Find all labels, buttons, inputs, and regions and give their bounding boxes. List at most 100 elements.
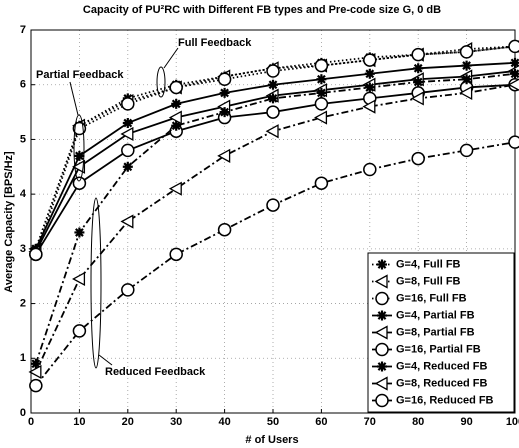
y-tick-label: 0 bbox=[20, 407, 26, 419]
legend-marker bbox=[375, 342, 389, 357]
marker bbox=[364, 82, 375, 93]
marker bbox=[266, 64, 280, 78]
x-tick-label: 80 bbox=[412, 416, 424, 428]
marker bbox=[316, 74, 327, 85]
marker bbox=[268, 79, 278, 90]
marker bbox=[413, 76, 424, 87]
legend: G=4, Full FB G=8, Full FB G=16, Full FB G=4… bbox=[367, 252, 515, 413]
y-axis-label: Average Capacity [BPS/Hz] bbox=[3, 151, 15, 293]
marker bbox=[266, 198, 280, 212]
marker bbox=[72, 271, 86, 287]
marker bbox=[120, 126, 134, 142]
marker bbox=[219, 107, 230, 118]
marker bbox=[217, 222, 232, 237]
marker bbox=[72, 324, 87, 338]
marker bbox=[169, 247, 183, 262]
legend-marker bbox=[377, 361, 387, 372]
chart-title: Capacity of PU²RC with Different FB type… bbox=[83, 4, 441, 16]
x-tick-label: 100 bbox=[506, 416, 519, 428]
partial-arrow bbox=[69, 81, 79, 116]
y-tick-label: 2 bbox=[20, 297, 26, 309]
marker bbox=[121, 97, 135, 111]
annotation: Partial Feedback bbox=[36, 69, 124, 81]
marker bbox=[29, 247, 43, 262]
marker bbox=[122, 118, 133, 129]
marker bbox=[120, 214, 134, 229]
marker bbox=[461, 74, 472, 85]
y-tick-label: 3 bbox=[20, 243, 26, 255]
marker bbox=[410, 91, 424, 106]
marker bbox=[362, 99, 376, 114]
marker bbox=[459, 85, 473, 101]
plot-area bbox=[28, 29, 519, 414]
x-tick-label: 50 bbox=[267, 416, 279, 428]
legend-label: G=8, Partial FB bbox=[396, 326, 475, 338]
plot-frame bbox=[30, 29, 516, 414]
marker bbox=[74, 150, 85, 161]
marker bbox=[169, 80, 183, 95]
legend-marker bbox=[377, 259, 387, 270]
marker bbox=[314, 97, 329, 111]
legend-label: G=8, Full FB bbox=[396, 275, 461, 287]
marker bbox=[364, 68, 375, 79]
marker bbox=[121, 143, 135, 158]
marker bbox=[314, 110, 328, 125]
marker bbox=[122, 161, 133, 172]
marker bbox=[28, 364, 42, 380]
marker bbox=[314, 176, 329, 190]
marker bbox=[363, 53, 377, 67]
legend-marker bbox=[374, 274, 388, 289]
legend-marker bbox=[374, 376, 388, 391]
series-line bbox=[34, 45, 516, 250]
marker bbox=[316, 87, 327, 98]
marker bbox=[219, 87, 230, 98]
marker bbox=[510, 57, 519, 68]
y-tick-label: 5 bbox=[20, 133, 26, 145]
legend-label: G=8, Reduced FB bbox=[396, 377, 487, 389]
full-ellipse bbox=[156, 66, 166, 98]
marker bbox=[72, 159, 86, 174]
marker bbox=[30, 358, 41, 369]
legend-marker bbox=[377, 310, 387, 321]
marker bbox=[411, 151, 425, 166]
marker bbox=[168, 110, 182, 125]
marker bbox=[461, 60, 472, 71]
marker bbox=[268, 93, 278, 104]
marker bbox=[168, 181, 182, 196]
marker bbox=[266, 105, 280, 119]
legend-label: G=16, Reduced FB bbox=[396, 394, 494, 406]
marker bbox=[508, 39, 519, 54]
full-arrow bbox=[163, 47, 179, 69]
reduced-ellipse bbox=[90, 197, 102, 369]
x-tick-label: 10 bbox=[73, 416, 85, 428]
annotation: Full Feedback bbox=[178, 37, 252, 49]
legend-label: G=4, Partial FB bbox=[396, 309, 475, 321]
legend-marker bbox=[374, 325, 388, 340]
legend-marker bbox=[375, 291, 389, 306]
legend-label: G=16, Full FB bbox=[396, 292, 467, 304]
reduced-arrow bbox=[98, 354, 113, 366]
marker bbox=[459, 45, 474, 59]
marker bbox=[29, 378, 43, 393]
marker bbox=[171, 98, 182, 109]
x-tick-label: 40 bbox=[218, 416, 230, 428]
series-line bbox=[34, 72, 516, 365]
y-tick-label: 6 bbox=[20, 79, 26, 91]
partial-ellipse bbox=[73, 114, 85, 182]
marker bbox=[363, 162, 377, 177]
x-tick-label: 0 bbox=[28, 416, 34, 428]
x-tick-label: 90 bbox=[460, 416, 472, 428]
marker bbox=[314, 58, 329, 73]
x-axis-label: # of Users bbox=[245, 434, 298, 446]
legend-label: G=4, Reduced FB bbox=[396, 360, 487, 372]
marker bbox=[459, 143, 474, 158]
y-tick-label: 4 bbox=[20, 188, 27, 200]
marker bbox=[508, 135, 519, 149]
annotation: Reduced Feedback bbox=[105, 366, 206, 378]
marker bbox=[72, 176, 87, 190]
legend-marker bbox=[375, 393, 389, 408]
marker bbox=[265, 124, 279, 139]
y-tick-label: 7 bbox=[20, 24, 26, 36]
x-tick-label: 20 bbox=[122, 416, 134, 428]
